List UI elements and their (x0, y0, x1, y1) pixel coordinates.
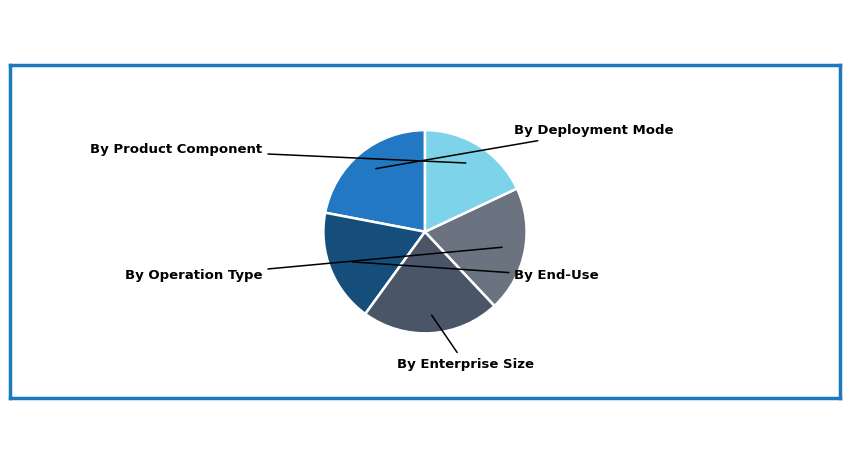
Text: By End-Use: By End-Use (352, 262, 599, 282)
Text: ✉: ✉ (353, 421, 361, 432)
Text: ☎: ☎ (8, 421, 20, 432)
Text: By Enterprise Size: By Enterprise Size (397, 315, 534, 370)
Wedge shape (425, 189, 527, 306)
Wedge shape (366, 232, 495, 333)
Text: © Polaris Market Research and Consulting LLP: © Polaris Market Research and Consulting… (632, 422, 842, 431)
Text: By Product Component: By Product Component (90, 144, 466, 163)
Wedge shape (323, 213, 425, 314)
Text: By Operation Type: By Operation Type (125, 247, 502, 282)
Text: sales@polarismarketresearch.com: sales@polarismarketresearch.com (391, 422, 555, 431)
Text: By Deployment Mode: By Deployment Mode (376, 125, 674, 169)
Text: Cash Management System Market By Segmentation: Cash Management System Market By Segment… (119, 25, 731, 45)
Wedge shape (326, 130, 425, 232)
Wedge shape (425, 130, 517, 232)
Text: +1 929-297-9727 | +44-289-581-7111: +1 929-297-9727 | +44-289-581-7111 (47, 422, 230, 431)
